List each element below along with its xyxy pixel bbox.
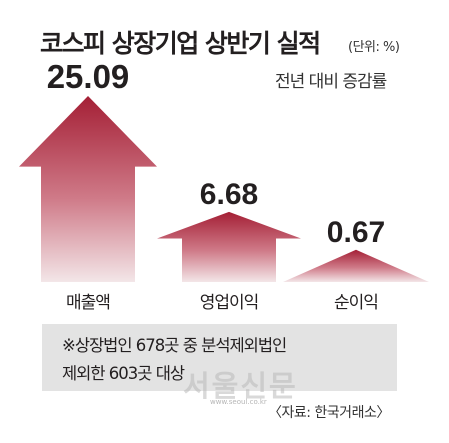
footnote-line-1: ※상장법인 678곳 중 분석제외법인 bbox=[62, 336, 287, 355]
value-label-3: 0.67 bbox=[327, 216, 385, 249]
category-label-1: 매출액 bbox=[66, 293, 110, 313]
arrow-bar-1 bbox=[19, 96, 157, 282]
value-label-1: 25.09 bbox=[47, 58, 130, 95]
chart-subtitle: 전년 대비 증감률 bbox=[275, 72, 387, 92]
arrow-bar-2 bbox=[157, 211, 301, 282]
newspaper-logo-watermark: 서울신문 bbox=[183, 369, 298, 403]
category-label-3: 순이익 bbox=[334, 293, 378, 313]
source-credit: 〈자료: 한국거래소〉 bbox=[268, 405, 390, 421]
watermark-url: www.seoul.co.kr bbox=[210, 398, 267, 406]
unit-label: (단위: %) bbox=[348, 40, 400, 55]
arrow-bar-3 bbox=[283, 249, 429, 282]
footnote-line-2: 제외한 603곳 대상 bbox=[62, 364, 185, 383]
category-label-2: 영업이익 bbox=[200, 293, 259, 313]
arrow-bar-chart: 25.09 매출액 6.68 영업이익 0.67 순이익 bbox=[19, 58, 429, 313]
footnote-box: ※상장법인 678곳 중 분석제외법인 제외한 603곳 대상 bbox=[42, 324, 397, 391]
chart-title: 코스피 상장기업 상반기 실적 bbox=[40, 29, 321, 58]
value-label-2: 6.68 bbox=[200, 178, 258, 211]
